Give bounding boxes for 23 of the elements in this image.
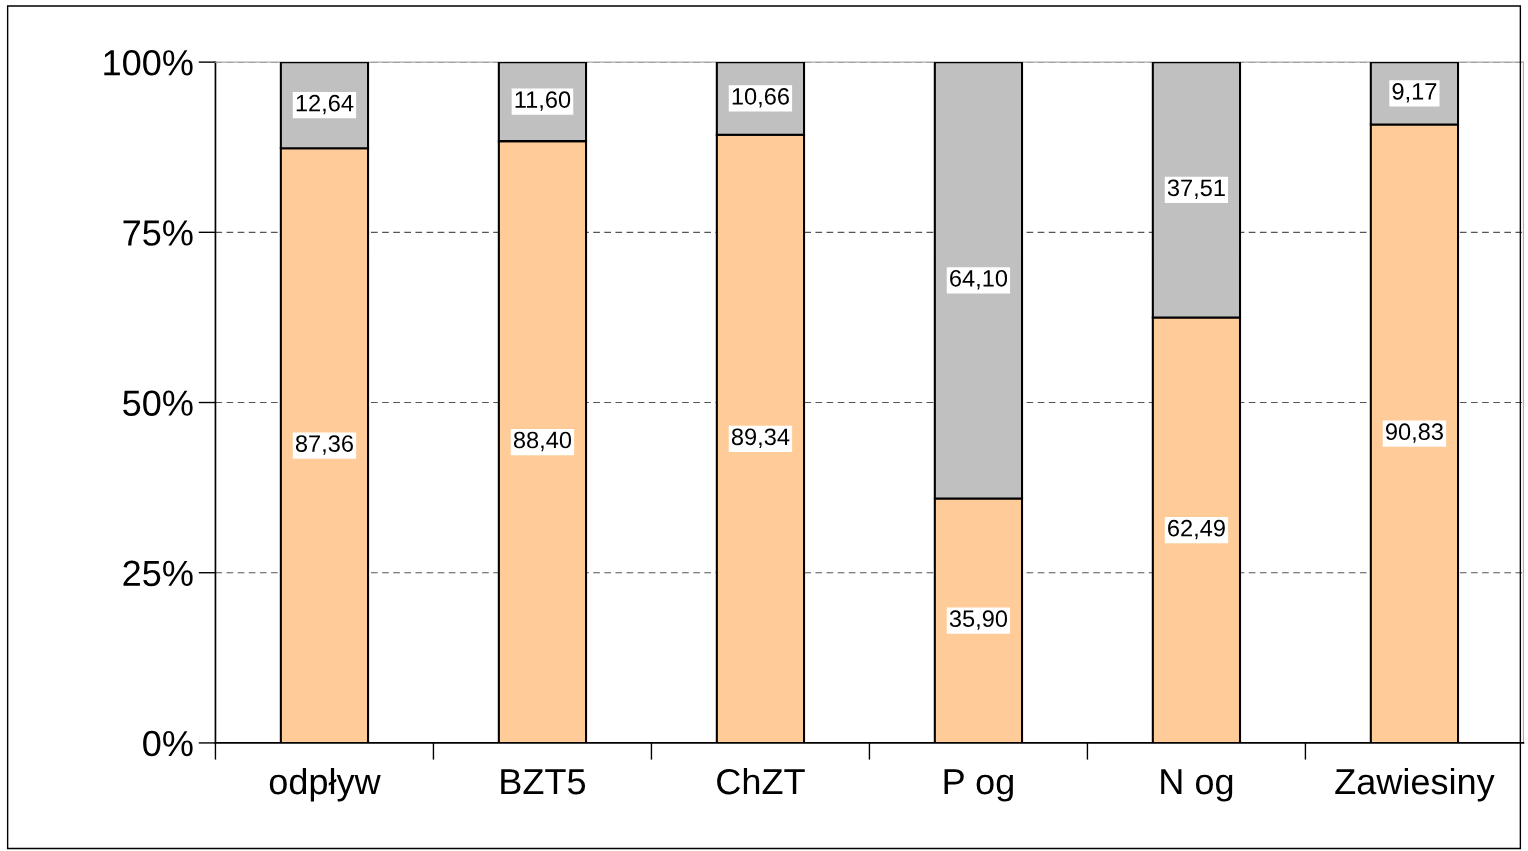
data-label: 9,17 — [1392, 82, 1437, 103]
data-label: 90,83 — [1385, 423, 1443, 443]
data-label: 89,34 — [731, 428, 790, 448]
data-label: 12,64 — [296, 94, 354, 115]
y-tick-label: 0% — [143, 730, 193, 757]
data-label: 11,60 — [515, 91, 571, 111]
data-label: 37,51 — [1167, 179, 1225, 199]
data-label: 10,66 — [732, 88, 789, 108]
y-tick-label: 100% — [104, 49, 193, 76]
x-tick-label: ChZT — [717, 767, 805, 795]
y-tick-label: 50% — [123, 390, 193, 416]
x-tick-label: odpływ — [269, 767, 381, 802]
x-tick-label: BZT5 — [501, 769, 586, 795]
x-tick-label: P og — [944, 769, 1013, 802]
data-label: 87,36 — [295, 435, 353, 455]
x-tick-label: Zawiesiny — [1335, 767, 1495, 802]
data-label: 88,40 — [513, 431, 572, 452]
data-label: 62,49 — [1168, 519, 1225, 540]
y-tick-label: 75% — [123, 220, 193, 246]
x-tick-label: N og — [1161, 769, 1233, 802]
data-label: 64,10 — [950, 269, 1008, 290]
y-tick-label: 25% — [123, 560, 193, 587]
data-label: 35,90 — [949, 610, 1008, 630]
